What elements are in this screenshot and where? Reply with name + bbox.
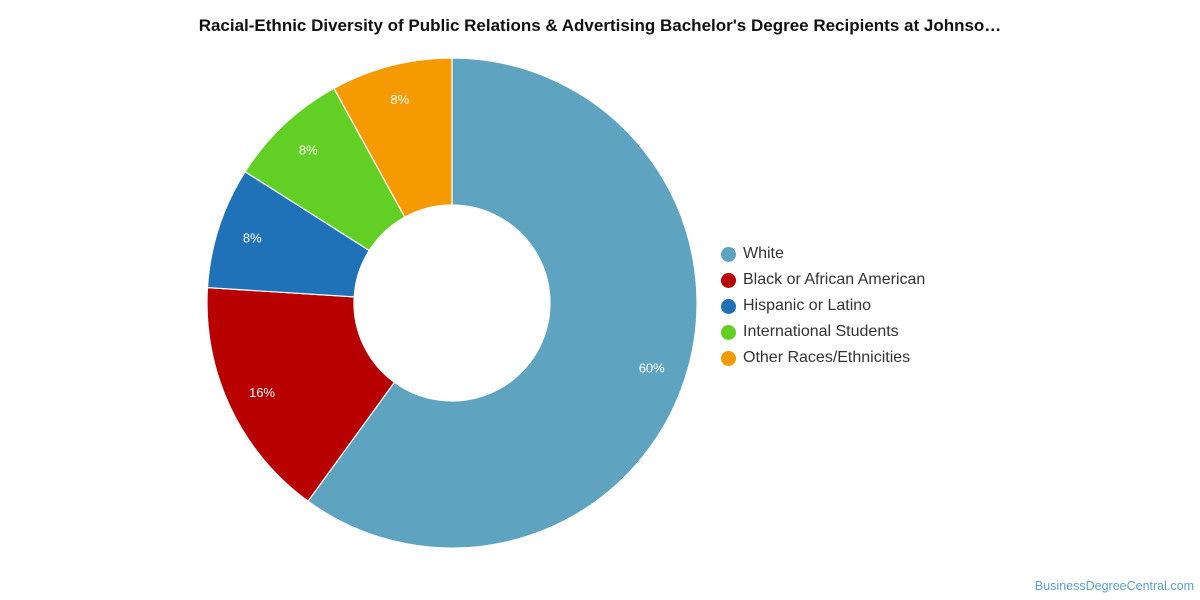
- legend-item-hispanic[interactable]: Hispanic or Latino: [721, 293, 925, 319]
- legend-item-international[interactable]: International Students: [721, 319, 925, 345]
- legend-marker: [721, 246, 736, 262]
- legend-marker: [721, 324, 736, 340]
- slice-value-label: 8%: [390, 92, 409, 107]
- slice-value-label: 60%: [639, 360, 665, 375]
- legend-marker: [721, 272, 736, 288]
- slice-value-label: 8%: [299, 142, 318, 157]
- legend-label: Black or African American: [743, 271, 926, 288]
- legend-label: White: [743, 245, 784, 262]
- legend-item-other[interactable]: Other Races/Ethnicities: [721, 345, 925, 371]
- slice-white[interactable]: [307, 57, 698, 549]
- legend-marker: [721, 350, 736, 366]
- legend-item-white[interactable]: White: [721, 241, 925, 267]
- slice-other-races-ethnicities[interactable]: [333, 57, 453, 218]
- slice-black-or-african-american[interactable]: [206, 286, 396, 503]
- legend-label: Other Races/Ethnicities: [743, 349, 911, 366]
- legend-label: Hispanic or Latino: [743, 297, 872, 314]
- watermark-link[interactable]: BusinessDegreeCentral.com: [1034, 579, 1194, 593]
- slice-value-label: 16%: [249, 385, 275, 400]
- chart-title: Racial-Ethnic Diversity of Public Relati…: [198, 16, 1002, 35]
- legend: White Black or African American Hispanic…: [721, 241, 925, 371]
- slice-labels-group: 60% 16% 8% 8% 8%: [243, 92, 665, 400]
- slices-group: [206, 57, 698, 549]
- slice-value-label: 8%: [243, 231, 262, 246]
- legend-marker: [721, 298, 736, 314]
- legend-label: International Students: [743, 323, 899, 340]
- legend-item-black[interactable]: Black or African American: [721, 267, 925, 293]
